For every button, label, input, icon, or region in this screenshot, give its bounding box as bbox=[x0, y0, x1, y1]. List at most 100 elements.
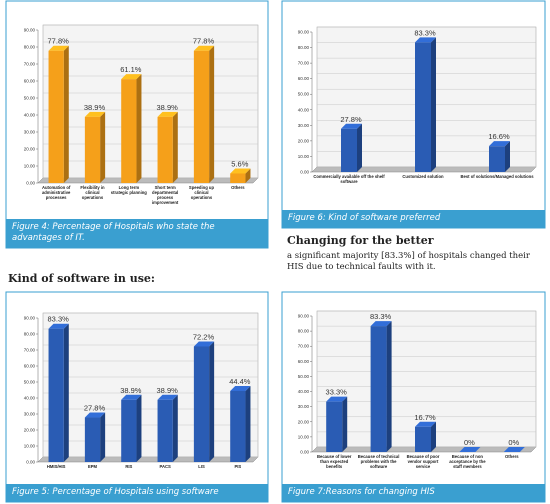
value-label: 33.3% bbox=[326, 388, 348, 397]
bar-top bbox=[121, 394, 142, 400]
bar-top bbox=[230, 168, 251, 174]
x-tick-label: PIS bbox=[234, 464, 242, 469]
bar-side bbox=[357, 123, 362, 172]
x-tick-label-box: EPM bbox=[88, 464, 97, 469]
x-tick-label: Automation of administrative processes bbox=[41, 185, 71, 200]
x-tick-label-box: HMIS/HIS bbox=[47, 464, 66, 469]
y-tick-label: 70.00 bbox=[298, 344, 310, 349]
y-tick-label: 0.00 bbox=[26, 181, 35, 186]
value-label: 0% bbox=[464, 438, 475, 447]
x-tick-label: RIS bbox=[125, 464, 133, 469]
y-tick-label: 80.00 bbox=[24, 45, 36, 50]
y-tick-label: 30.00 bbox=[24, 130, 36, 135]
x-tick-label-box: PIS bbox=[234, 464, 242, 469]
plot-floor bbox=[37, 456, 259, 463]
y-tick-label: 20.00 bbox=[24, 428, 36, 433]
y-tick-label: 90.00 bbox=[24, 316, 36, 321]
y-tick-label: 70.00 bbox=[298, 61, 310, 66]
value-label: 61.1% bbox=[120, 65, 142, 74]
x-tick-label: Commercially available off the shelf sof… bbox=[313, 174, 385, 184]
value-label: 27.8% bbox=[340, 115, 362, 124]
bar-side bbox=[209, 341, 215, 462]
bar-side bbox=[245, 385, 251, 462]
y-tick-label: 40.00 bbox=[298, 389, 310, 394]
bar-top bbox=[193, 341, 215, 347]
bar-top bbox=[84, 412, 106, 418]
value-label: 72.2% bbox=[193, 332, 215, 341]
bar bbox=[84, 116, 101, 183]
x-tick-label: Long term strategic planning bbox=[110, 185, 147, 195]
bar bbox=[193, 346, 210, 462]
y-tick-label: 30.00 bbox=[298, 123, 310, 128]
x-tick-label: Because of non acceptance by the staff m… bbox=[449, 454, 486, 469]
value-label: 16.6% bbox=[488, 132, 510, 141]
x-tick-label-box: Commercially available off the shelf sof… bbox=[313, 174, 385, 184]
bar bbox=[415, 426, 431, 452]
bar-top bbox=[48, 45, 69, 51]
value-label: 38.9% bbox=[157, 386, 179, 395]
bar-side bbox=[136, 394, 142, 462]
bar bbox=[230, 173, 246, 183]
x-tick-label-box: Because of lower than expected benefits bbox=[317, 454, 351, 469]
value-label: 27.8% bbox=[84, 404, 106, 413]
y-tick-label: 10.00 bbox=[298, 434, 310, 439]
x-tick-label: Best of solutions/Managed solutions bbox=[460, 174, 534, 179]
x-tick-label-box: Others bbox=[505, 454, 519, 459]
x-tick-label-box: Because of poor vendor support service bbox=[406, 454, 440, 469]
x-tick-label-box: Because of non acceptance by the staff m… bbox=[449, 454, 486, 469]
bar bbox=[48, 328, 64, 462]
x-tick-label: Flexibility in clinical operations bbox=[80, 185, 105, 200]
paragraph: a significant majority [83.3%] of hospit… bbox=[287, 251, 530, 272]
value-label: 77.8% bbox=[193, 37, 215, 46]
bar-top bbox=[503, 447, 525, 452]
bar-top bbox=[415, 421, 436, 427]
bar-side bbox=[431, 37, 436, 172]
plot-wall bbox=[42, 24, 259, 179]
bar-side bbox=[63, 45, 69, 183]
x-tick-label: Because of technical problems with the s… bbox=[357, 454, 400, 469]
y-tick-label: 10.00 bbox=[298, 154, 310, 159]
bar-top bbox=[230, 385, 251, 391]
heading: Kind of software in use: bbox=[8, 272, 155, 285]
y-tick-label: 60.00 bbox=[24, 79, 36, 84]
y-tick-label: 0.00 bbox=[26, 460, 35, 465]
plot-wall bbox=[42, 312, 259, 458]
x-tick-label-box: Flexibility in clinical operations bbox=[80, 185, 105, 200]
bar-side bbox=[209, 45, 215, 183]
bar-top bbox=[193, 45, 215, 51]
x-tick-label-box: RIS bbox=[125, 464, 133, 469]
value-label: 16.7% bbox=[414, 413, 436, 422]
caption-bar bbox=[6, 219, 268, 248]
bar bbox=[121, 399, 137, 462]
bar-side bbox=[172, 111, 178, 183]
y-tick-label: 0.00 bbox=[300, 170, 309, 175]
bar-side bbox=[63, 323, 69, 462]
y-tick-label: 80.00 bbox=[24, 332, 36, 337]
figure-caption: Figure 6: Kind of software preferred bbox=[288, 213, 441, 223]
x-tick-label-box: Long term strategic planning bbox=[110, 185, 147, 195]
y-tick-label: 80.00 bbox=[298, 329, 310, 334]
bar-side bbox=[172, 394, 178, 462]
y-tick-label: 40.00 bbox=[24, 396, 36, 401]
y-tick-label: 90.00 bbox=[298, 314, 310, 319]
bar-top bbox=[157, 394, 178, 400]
x-tick-label: Because of poor vendor support service bbox=[406, 454, 440, 469]
bar-top bbox=[489, 141, 510, 147]
x-tick-label: Customized solution bbox=[402, 174, 444, 179]
bar-top bbox=[415, 37, 436, 43]
bar-top bbox=[459, 447, 481, 452]
bar-top bbox=[341, 123, 362, 129]
bar bbox=[370, 326, 387, 452]
y-tick-label: 40.00 bbox=[24, 113, 36, 118]
y-tick-label: 30.00 bbox=[24, 412, 36, 417]
bar-top bbox=[84, 111, 106, 117]
y-tick-label: 60.00 bbox=[24, 364, 36, 369]
x-tick-label-box: Because of technical problems with the s… bbox=[357, 454, 400, 469]
value-label: 44.4% bbox=[229, 377, 251, 386]
bar-side bbox=[431, 421, 436, 452]
value-label: 0% bbox=[508, 438, 519, 447]
x-tick-label-box: Short term departmental process improvem… bbox=[152, 185, 178, 205]
bar-top bbox=[370, 321, 392, 327]
bar bbox=[48, 50, 64, 183]
value-label: 77.8% bbox=[48, 37, 70, 46]
